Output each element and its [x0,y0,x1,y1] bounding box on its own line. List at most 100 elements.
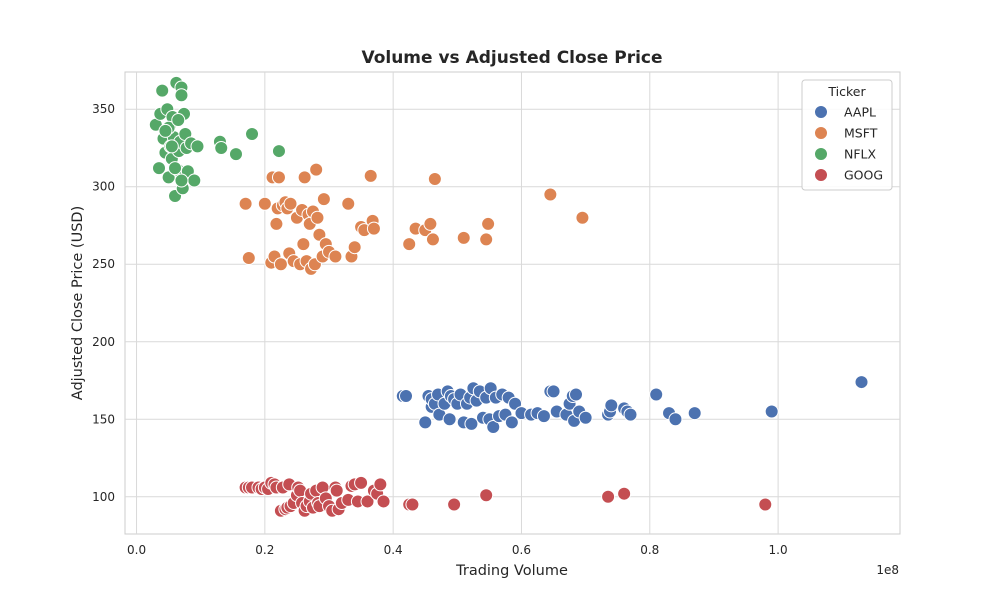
series-nflx [148,75,286,204]
data-point-msft [575,210,590,225]
data-point-nflx [168,161,183,176]
data-point-aapl [649,387,664,402]
x-tick-label: 0.4 [384,543,403,557]
data-point-msft [316,192,331,207]
data-point-nflx [158,123,173,138]
data-point-nflx [155,83,170,98]
data-point-goog [479,488,494,503]
x-tick-label: 0.6 [512,543,531,557]
data-point-nflx [271,144,286,159]
data-point-aapl [442,412,457,427]
data-point-nflx [171,113,186,128]
data-point-aapl [418,415,433,430]
data-point-aapl [854,375,869,390]
data-point-msft [347,240,362,255]
data-point-nflx [214,140,229,155]
y-tick-label: 100 [92,490,115,504]
data-point-aapl [668,412,683,427]
data-points [148,75,869,518]
data-point-goog [758,497,773,512]
y-tick-label: 200 [92,335,115,349]
data-point-msft [425,232,440,247]
series-goog [238,475,773,518]
data-point-aapl [604,398,619,413]
legend-label-aapl: AAPL [844,105,876,120]
data-point-aapl [546,384,561,399]
x-tick-label: 1.0 [769,543,788,557]
data-point-aapl [578,410,593,425]
data-point-msft [241,251,256,266]
data-point-msft [481,216,496,231]
data-point-msft [402,237,417,252]
data-point-nflx [152,161,167,176]
legend-marker-aapl [814,105,828,119]
data-point-msft [543,187,558,202]
data-point-nflx [187,173,202,188]
data-point-nflx [174,173,189,188]
legend-marker-nflx [814,147,828,161]
legend-marker-goog [814,168,828,182]
data-point-msft [456,230,471,245]
data-point-msft [257,196,272,211]
data-point-msft [310,210,325,225]
data-point-goog [617,486,632,501]
y-axis-label: Adjusted Close Price (USD) [70,206,86,400]
x-tick-label: 0.2 [255,543,274,557]
data-point-aapl [504,415,519,430]
y-tick-label: 300 [92,180,115,194]
series-aapl [395,375,869,435]
data-point-goog [447,497,462,512]
data-point-nflx [228,147,243,162]
data-point-aapl [623,407,638,422]
data-point-msft [271,170,286,185]
data-point-nflx [190,139,205,154]
data-point-msft [309,162,324,177]
data-point-goog [373,477,388,492]
x-axis-label: Trading Volume [455,563,568,579]
legend: Ticker AAPL MSFT NFLX GOOG [801,79,893,191]
data-point-msft [479,232,494,247]
data-point-msft [238,196,253,211]
x-tick-label: 0.8 [640,543,659,557]
data-point-aapl [399,389,414,404]
data-point-msft [341,196,356,211]
x-tick-labels: 0.0 0.2 0.4 0.6 0.8 1.0 [127,543,788,557]
data-point-msft [328,249,343,264]
legend-marker-msft [814,126,828,140]
data-point-aapl [687,406,702,421]
x-scale-note: 1e8 [876,563,899,577]
y-tick-labels: 100 150 200 250 300 350 [92,102,115,504]
legend-title: Ticker [827,84,866,99]
data-point-goog [354,475,369,490]
data-point-msft [283,196,298,211]
data-point-aapl [486,420,501,435]
data-point-goog [376,494,391,509]
y-tick-label: 250 [92,257,115,271]
data-point-nflx [174,88,189,103]
data-point-goog [329,483,344,498]
data-point-msft [273,257,288,272]
data-point-msft [427,171,442,186]
chart-title: Volume vs Adjusted Close Price [361,48,662,68]
y-tick-label: 150 [92,412,115,426]
data-point-aapl [536,409,551,424]
data-point-goog [601,489,616,504]
y-tick-label: 350 [92,102,115,116]
data-point-msft [363,168,378,183]
data-point-msft [297,170,312,185]
data-point-aapl [764,404,779,419]
data-point-aapl [464,416,479,431]
legend-label-goog: GOOG [844,168,883,183]
data-point-nflx [164,139,179,154]
data-point-goog [360,494,375,509]
series-msft [238,162,590,276]
data-point-nflx [245,127,260,142]
grid [125,72,900,534]
legend-label-nflx: NFLX [844,147,877,162]
plot-background [124,71,901,535]
data-point-msft [269,216,284,231]
data-point-msft [423,216,438,231]
x-tick-label: 0.0 [127,543,146,557]
data-point-aapl [569,387,584,402]
